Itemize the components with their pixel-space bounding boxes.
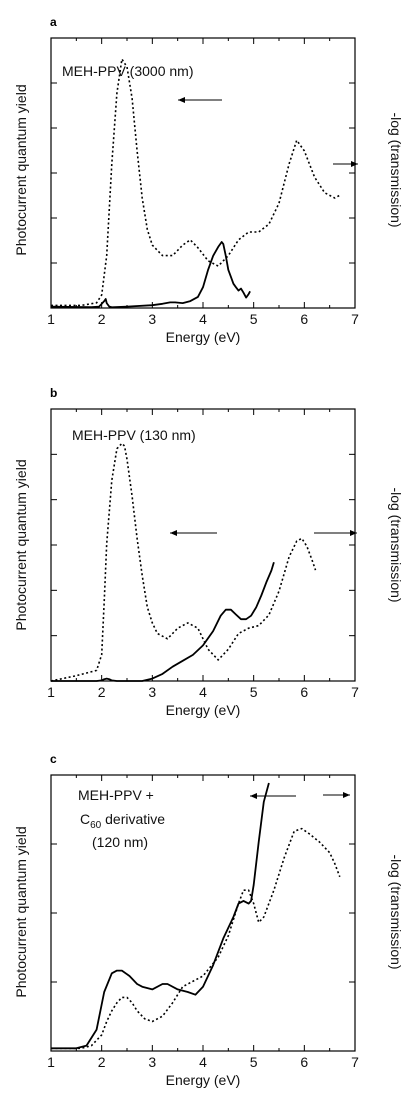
panel-label: b <box>50 386 57 400</box>
right-axis-arrow <box>314 530 357 536</box>
x-tick-label: 5 <box>250 684 258 700</box>
x-tick-label: 2 <box>98 684 106 700</box>
panel-label: a <box>50 15 57 29</box>
right-axis-arrow <box>333 161 358 167</box>
series-line-photocurrent <box>51 561 275 682</box>
panel-annotation: MEH-PPV (3000 nm) <box>62 63 193 79</box>
x-tick-label: 6 <box>300 1054 308 1070</box>
x-axis-label: Energy (eV) <box>166 1072 241 1088</box>
x-tick-label: 4 <box>199 1054 207 1070</box>
panel-label: c <box>50 752 57 766</box>
series-line-absorption <box>51 827 341 1050</box>
x-tick-label: 2 <box>98 311 106 327</box>
x-tick-label: 4 <box>199 684 207 700</box>
right-axis-arrow <box>323 792 350 798</box>
panel-annotation-line1: MEH-PPV + <box>78 787 154 803</box>
x-tick-label: 6 <box>300 311 308 327</box>
plot-frame <box>50 774 356 1052</box>
series-line-absorption <box>50 442 317 682</box>
x-tick-label: 5 <box>250 311 258 327</box>
left-axis-arrow <box>170 530 217 536</box>
x-tick-label: 1 <box>47 1054 55 1070</box>
chart-panel-b: b 1 2 3 4 5 6 7 Energy (eV) Photocurrent quantum … <box>13 386 404 718</box>
series-line-absorption <box>51 58 341 307</box>
panel-annotation-line3: (120 nm) <box>92 834 148 850</box>
x-tick-label: 2 <box>98 1054 106 1070</box>
x-tick-label: 5 <box>250 1054 258 1070</box>
y-axis-label-left: Photocurrent quantum yield <box>13 459 29 630</box>
x-tick-label: 3 <box>148 1054 156 1070</box>
panel-annotation-line2: C60 derivative <box>80 811 165 831</box>
x-tick-label: 7 <box>351 684 359 700</box>
x-tick-label: 7 <box>351 1054 359 1070</box>
chart-panel-a: a 1 2 3 4 5 6 7 Energy (eV) Photocurrent quantum … <box>13 15 404 345</box>
left-axis-arrow <box>250 793 296 799</box>
panel-annotation: MEH-PPV (130 nm) <box>72 427 196 443</box>
y-axis-label-left: Photocurrent quantum yield <box>13 84 29 255</box>
x-tick-label: 4 <box>199 311 207 327</box>
y-axis-label-left: Photocurrent quantum yield <box>13 826 29 997</box>
left-axis-arrow <box>178 97 222 103</box>
x-tick-label: 3 <box>148 311 156 327</box>
series-line-photocurrent <box>50 241 251 309</box>
y-axis-label-right: -log (transmission) <box>388 854 404 969</box>
x-axis-label: Energy (eV) <box>166 329 241 345</box>
y-axis-label-right: -log (transmission) <box>388 112 404 227</box>
x-tick-label: 7 <box>351 311 359 327</box>
x-tick-label: 1 <box>47 684 55 700</box>
plot-frame <box>50 408 356 682</box>
x-tick-label: 3 <box>148 684 156 700</box>
x-tick-label: 1 <box>47 311 55 327</box>
x-tick-label: 6 <box>300 684 308 700</box>
y-axis-label-right: -log (transmission) <box>388 487 404 602</box>
chart-panel-c: c 1 2 3 4 5 6 7 Energy (eV) Photocurrent quantum … <box>13 752 404 1088</box>
series-line-photocurrent <box>51 782 270 1050</box>
x-axis-label: Energy (eV) <box>166 702 241 718</box>
